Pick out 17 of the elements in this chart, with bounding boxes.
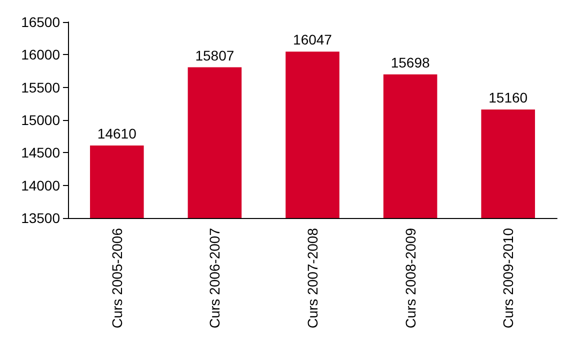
x-tick-label: Curs 2006-2007 (206, 228, 223, 328)
data-label: 15698 (390, 54, 430, 70)
y-tick-label: 16500 (21, 14, 60, 30)
y-tick-label: 13500 (21, 210, 60, 226)
y-tick-label: 16000 (21, 46, 60, 63)
data-label: 16047 (293, 32, 332, 48)
y-tick-label: 15500 (21, 79, 60, 96)
x-tick-label: Curs 2005-2006 (108, 228, 125, 328)
data-label: 15807 (195, 47, 234, 64)
x-tick-label: Curs 2009-2010 (500, 228, 516, 328)
y-tick-label: 14500 (21, 144, 60, 161)
x-tick-label: Curs 2008-2009 (402, 228, 418, 328)
x-tick-label: Curs 2007-2008 (304, 228, 320, 328)
y-tick-label: 14000 (21, 177, 60, 194)
y-tick-label: 15000 (21, 112, 60, 128)
data-label: 15160 (488, 90, 528, 106)
data-label: 14610 (97, 125, 137, 142)
